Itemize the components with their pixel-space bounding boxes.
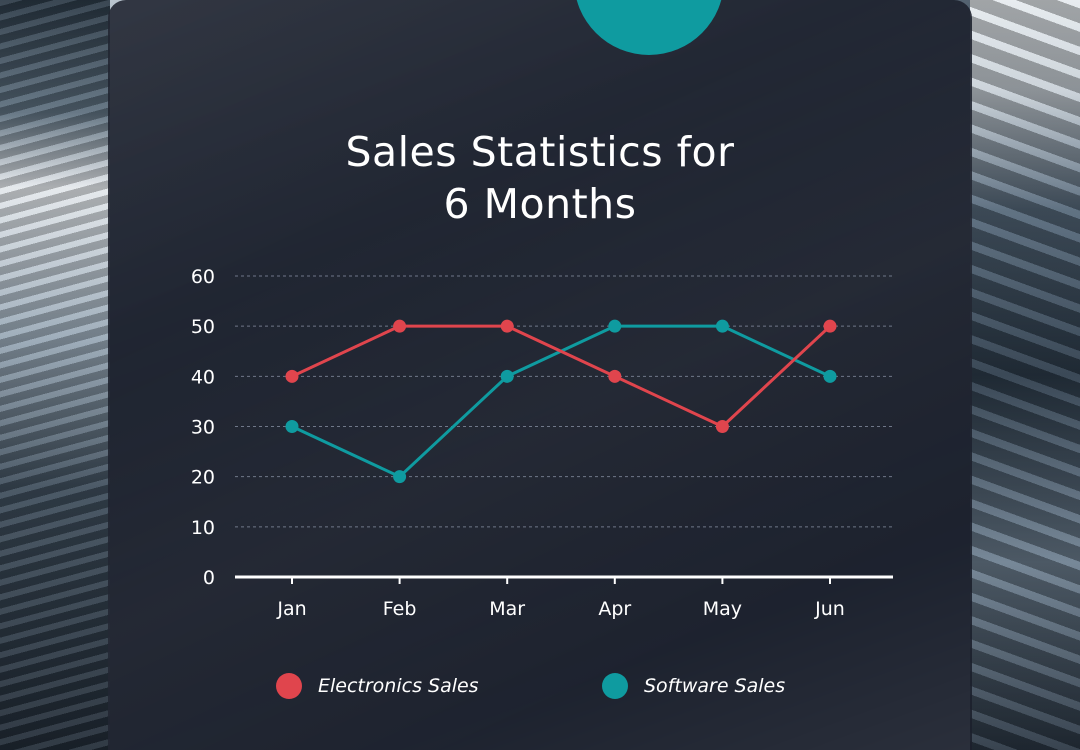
chart-title: Sales Statistics for 6 Months — [240, 126, 840, 230]
x-tick-label-mar: Mar — [489, 598, 525, 620]
y-tick-label-10: 10 — [191, 517, 215, 539]
series-points — [285, 319, 837, 484]
y-tick-label-20: 20 — [191, 467, 215, 489]
data-point-electronics-feb — [393, 319, 407, 333]
gridlines — [235, 275, 893, 528]
data-point-electronics-jan — [285, 369, 299, 383]
y-tick-label-60: 60 — [191, 266, 215, 288]
legend-item-software: Software Sales — [602, 670, 785, 702]
data-point-software-mar — [500, 369, 514, 383]
chart-card — [108, 0, 972, 750]
y-axis-ticks: 0 10 20 30 40 50 60 — [191, 266, 215, 589]
legend-marker-electronics — [276, 673, 302, 699]
data-point-electronics-may — [715, 420, 729, 433]
y-tick-label-40: 40 — [191, 366, 215, 388]
data-point-software-may — [715, 319, 729, 333]
x-tick-label-may: May — [703, 598, 742, 620]
x-tick-label-jan: Jan — [276, 598, 306, 620]
data-point-electronics-apr — [608, 369, 622, 383]
x-tick-label-feb: Feb — [383, 598, 417, 620]
x-tick-label-apr: Apr — [598, 598, 631, 620]
data-point-software-feb — [393, 470, 407, 484]
data-point-software-apr — [608, 319, 622, 333]
legend-item-electronics: Electronics Sales — [276, 670, 479, 702]
x-tick-label-jun: Jun — [814, 598, 845, 620]
legend-label-software: Software Sales — [644, 675, 786, 697]
chart-title-line-1: Sales Statistics for — [345, 128, 735, 176]
background-building-right — [970, 0, 1080, 750]
x-axis-ticks: Jan Feb Mar Apr May Jun — [276, 577, 845, 620]
y-tick-label-30: 30 — [191, 417, 215, 439]
series-lines — [291, 324, 832, 479]
y-tick-label-0: 0 — [203, 567, 215, 589]
background-building-left — [0, 0, 110, 750]
y-tick-label-50: 50 — [191, 316, 215, 338]
data-point-electronics-mar — [500, 319, 514, 333]
data-point-software-jan — [285, 420, 299, 433]
legend-marker-software — [602, 673, 628, 699]
series-line-electronics — [291, 324, 832, 428]
data-point-software-jun — [823, 369, 837, 383]
data-point-electronics-jun — [823, 319, 837, 333]
legend-label-electronics: Electronics Sales — [318, 675, 479, 697]
chart-title-line-2: 6 Months — [443, 180, 637, 228]
